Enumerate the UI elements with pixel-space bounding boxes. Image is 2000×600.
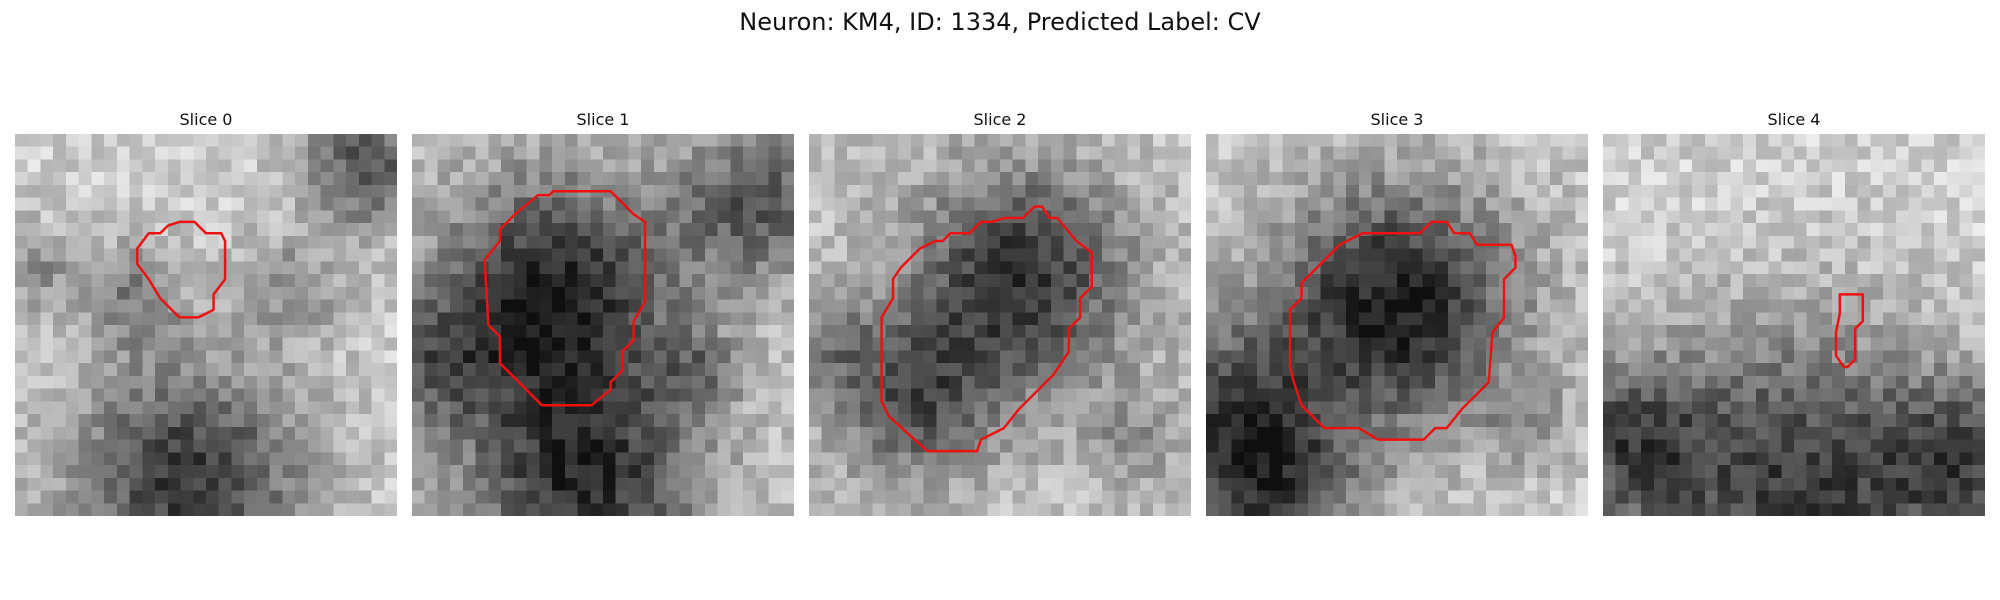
slice-1-title: Slice 1 xyxy=(576,110,630,129)
slice-4-image xyxy=(1603,134,1985,516)
slice-1-panel xyxy=(412,134,794,516)
slice-3-title: Slice 3 xyxy=(1370,110,1424,129)
slice-2-title: Slice 2 xyxy=(973,110,1027,129)
pixel-grid xyxy=(1603,134,1985,516)
slice-3-image xyxy=(1206,134,1588,516)
slice-3-panel xyxy=(1206,134,1588,516)
segmentation-contour xyxy=(1288,220,1517,441)
figure-title: Neuron: KM4, ID: 1334, Predicted Label: … xyxy=(739,8,1261,36)
slice-0-title: Slice 0 xyxy=(179,110,233,129)
slice-4-title: Slice 4 xyxy=(1767,110,1821,129)
segmentation-contour xyxy=(880,205,1093,453)
segmentation-contour xyxy=(483,190,647,407)
slice-1-image xyxy=(412,134,794,516)
pixel-grid xyxy=(1206,134,1588,516)
slice-0-image xyxy=(15,134,397,516)
pixel-grid xyxy=(412,134,794,516)
slice-4-panel xyxy=(1603,134,1985,516)
segmentation-contour xyxy=(1834,293,1865,369)
slice-2-image xyxy=(809,134,1191,516)
pixel-grid xyxy=(15,134,397,516)
slice-0-panel xyxy=(15,134,397,516)
pixel-grid xyxy=(809,134,1191,516)
segmentation-contour xyxy=(135,220,227,319)
slice-2-panel xyxy=(809,134,1191,516)
